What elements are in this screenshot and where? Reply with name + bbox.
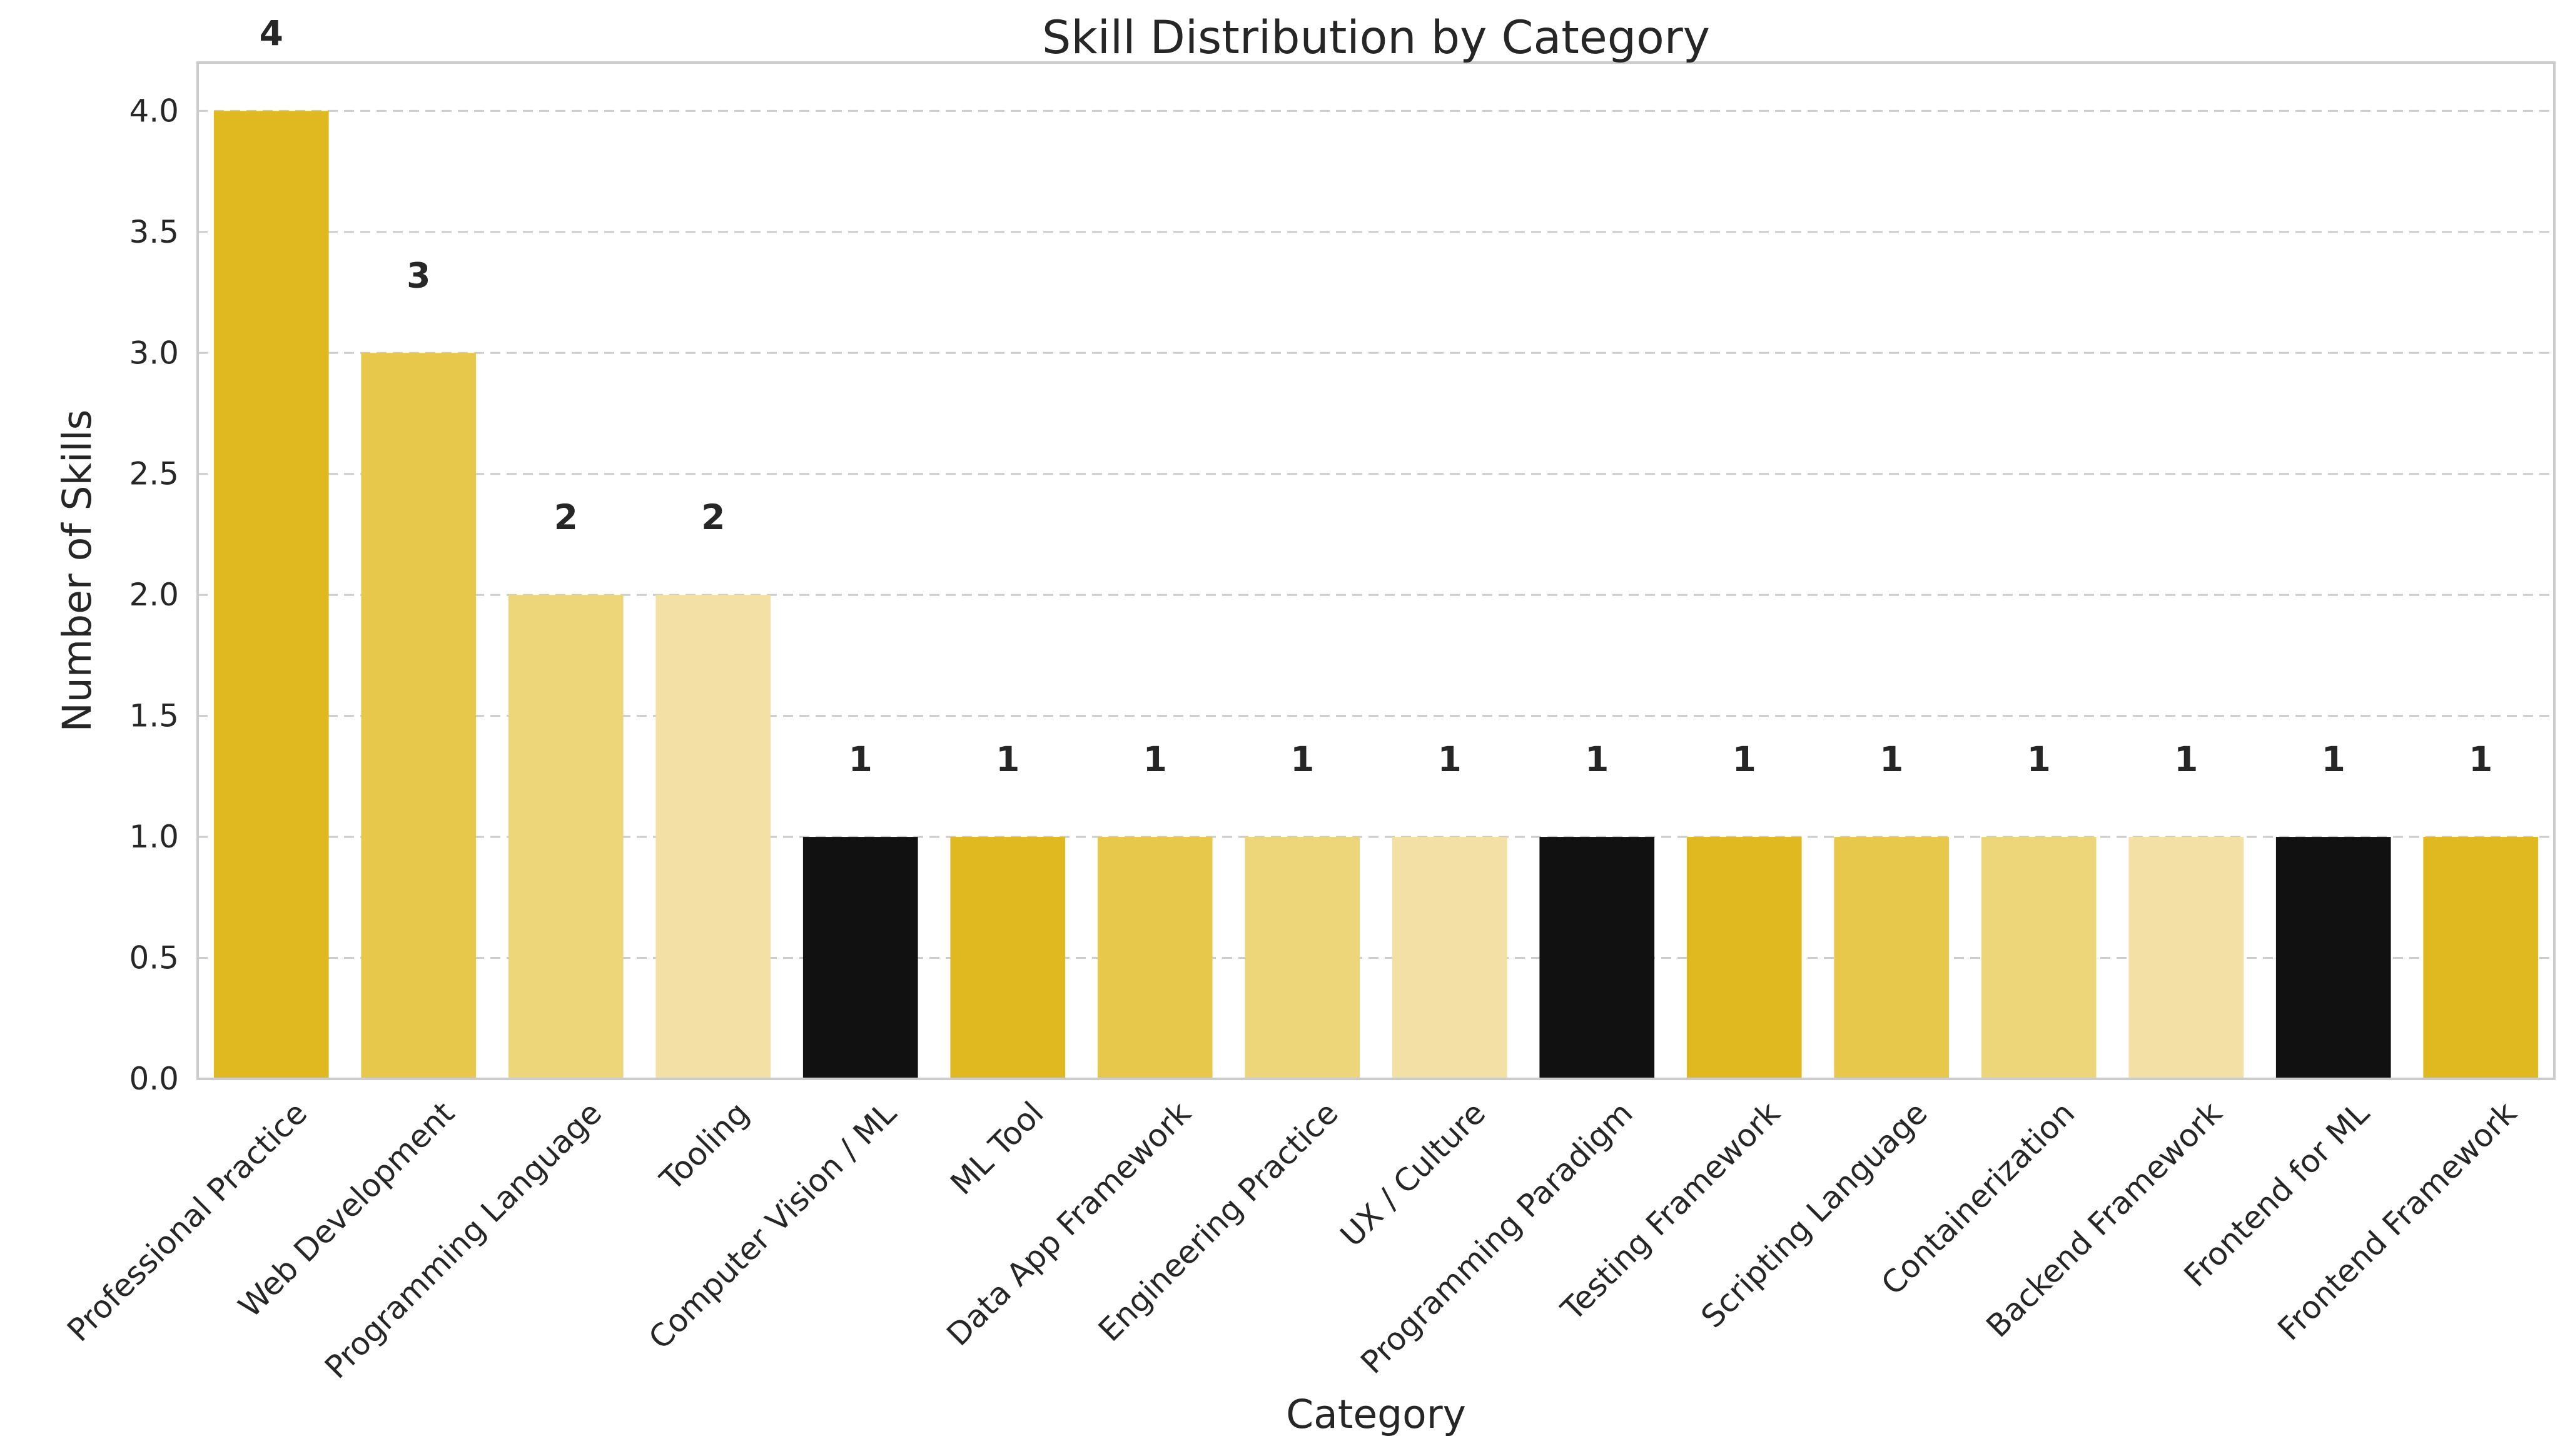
- bar: [1686, 837, 1802, 1079]
- x-tick-label: UX / Culture: [1333, 1095, 1492, 1253]
- bar: [2275, 837, 2391, 1079]
- bars: [213, 111, 2539, 1079]
- bar: [802, 837, 918, 1079]
- x-tick-label: Backend Framework: [1980, 1095, 2229, 1344]
- y-tick-labels: 0.0 0.5 1.0 1.5 2.0 2.5 3.0 3.5 4.0: [129, 93, 179, 1097]
- y-tick-label: 4.0: [129, 93, 179, 129]
- bar: [2423, 837, 2539, 1079]
- y-tick-label: 2.0: [129, 577, 179, 613]
- bar: [1539, 837, 1655, 1079]
- bar: [1834, 837, 1950, 1079]
- x-tick-label: Data App Framework: [940, 1095, 1198, 1353]
- bar-value-label: 1: [996, 739, 1019, 779]
- bar-value-label: 1: [1290, 739, 1314, 779]
- x-tick-label: Tooling: [653, 1095, 756, 1198]
- plot-frame: [196, 61, 2556, 1080]
- x-tick-label: Frontend Framework: [2271, 1095, 2524, 1347]
- bar-value-label: 2: [554, 497, 578, 537]
- y-axis-label: Number of Skills: [54, 410, 100, 732]
- bar-value-label: 1: [1879, 739, 1903, 779]
- bar-value-label: 3: [407, 255, 430, 295]
- y-tick-label: 3.5: [129, 214, 179, 250]
- y-tick-label: 2.5: [129, 456, 179, 492]
- x-tick-label: Engineering Practice: [1091, 1095, 1345, 1348]
- y-tick-label: 0.5: [129, 940, 179, 976]
- bar-value-label: 1: [1585, 739, 1609, 779]
- y-tick-label: 3.0: [129, 335, 179, 371]
- bar-value-label: 1: [2174, 739, 2198, 779]
- bar-value-label: 2: [701, 497, 725, 537]
- bar: [1981, 837, 2097, 1079]
- y-tick-label: 0.0: [129, 1061, 179, 1097]
- bar-value-label: 1: [2469, 739, 2492, 779]
- bar: [1392, 837, 1507, 1079]
- x-tick-label: Programming Paradigm: [1353, 1095, 1639, 1380]
- bar-value-label: 1: [2027, 739, 2051, 779]
- bar-value-label: 1: [1438, 739, 1462, 779]
- bar-value-label: 4: [260, 13, 283, 53]
- bar-value-label: 1: [1143, 739, 1167, 779]
- bar: [1097, 837, 1213, 1079]
- x-tick-label: Programming Language: [318, 1095, 609, 1385]
- bar: [213, 111, 329, 1079]
- x-tick-label: Computer Vision / ML: [642, 1095, 903, 1356]
- x-tick-label: Professional Practice: [60, 1095, 314, 1348]
- bar-value-label: 1: [1733, 739, 1756, 779]
- bar: [1245, 837, 1360, 1079]
- y-tick-label: 1.5: [129, 698, 179, 734]
- bar-value-label: 1: [849, 739, 873, 779]
- bar: [655, 595, 771, 1079]
- x-axis-label: Category: [1286, 1392, 1466, 1437]
- chart-title: Skill Distribution by Category: [1042, 11, 1710, 64]
- bar: [508, 595, 624, 1079]
- data-labels: 4 3 2 2 1 1 1 1 1 1 1 1 1 1 1 1: [260, 13, 2493, 779]
- bar: [950, 837, 1066, 1079]
- bar: [2128, 837, 2244, 1079]
- bar: [361, 353, 477, 1079]
- bar-value-label: 1: [2322, 739, 2345, 779]
- y-tick-label: 1.0: [129, 819, 179, 855]
- x-tick-label: ML Tool: [944, 1095, 1051, 1201]
